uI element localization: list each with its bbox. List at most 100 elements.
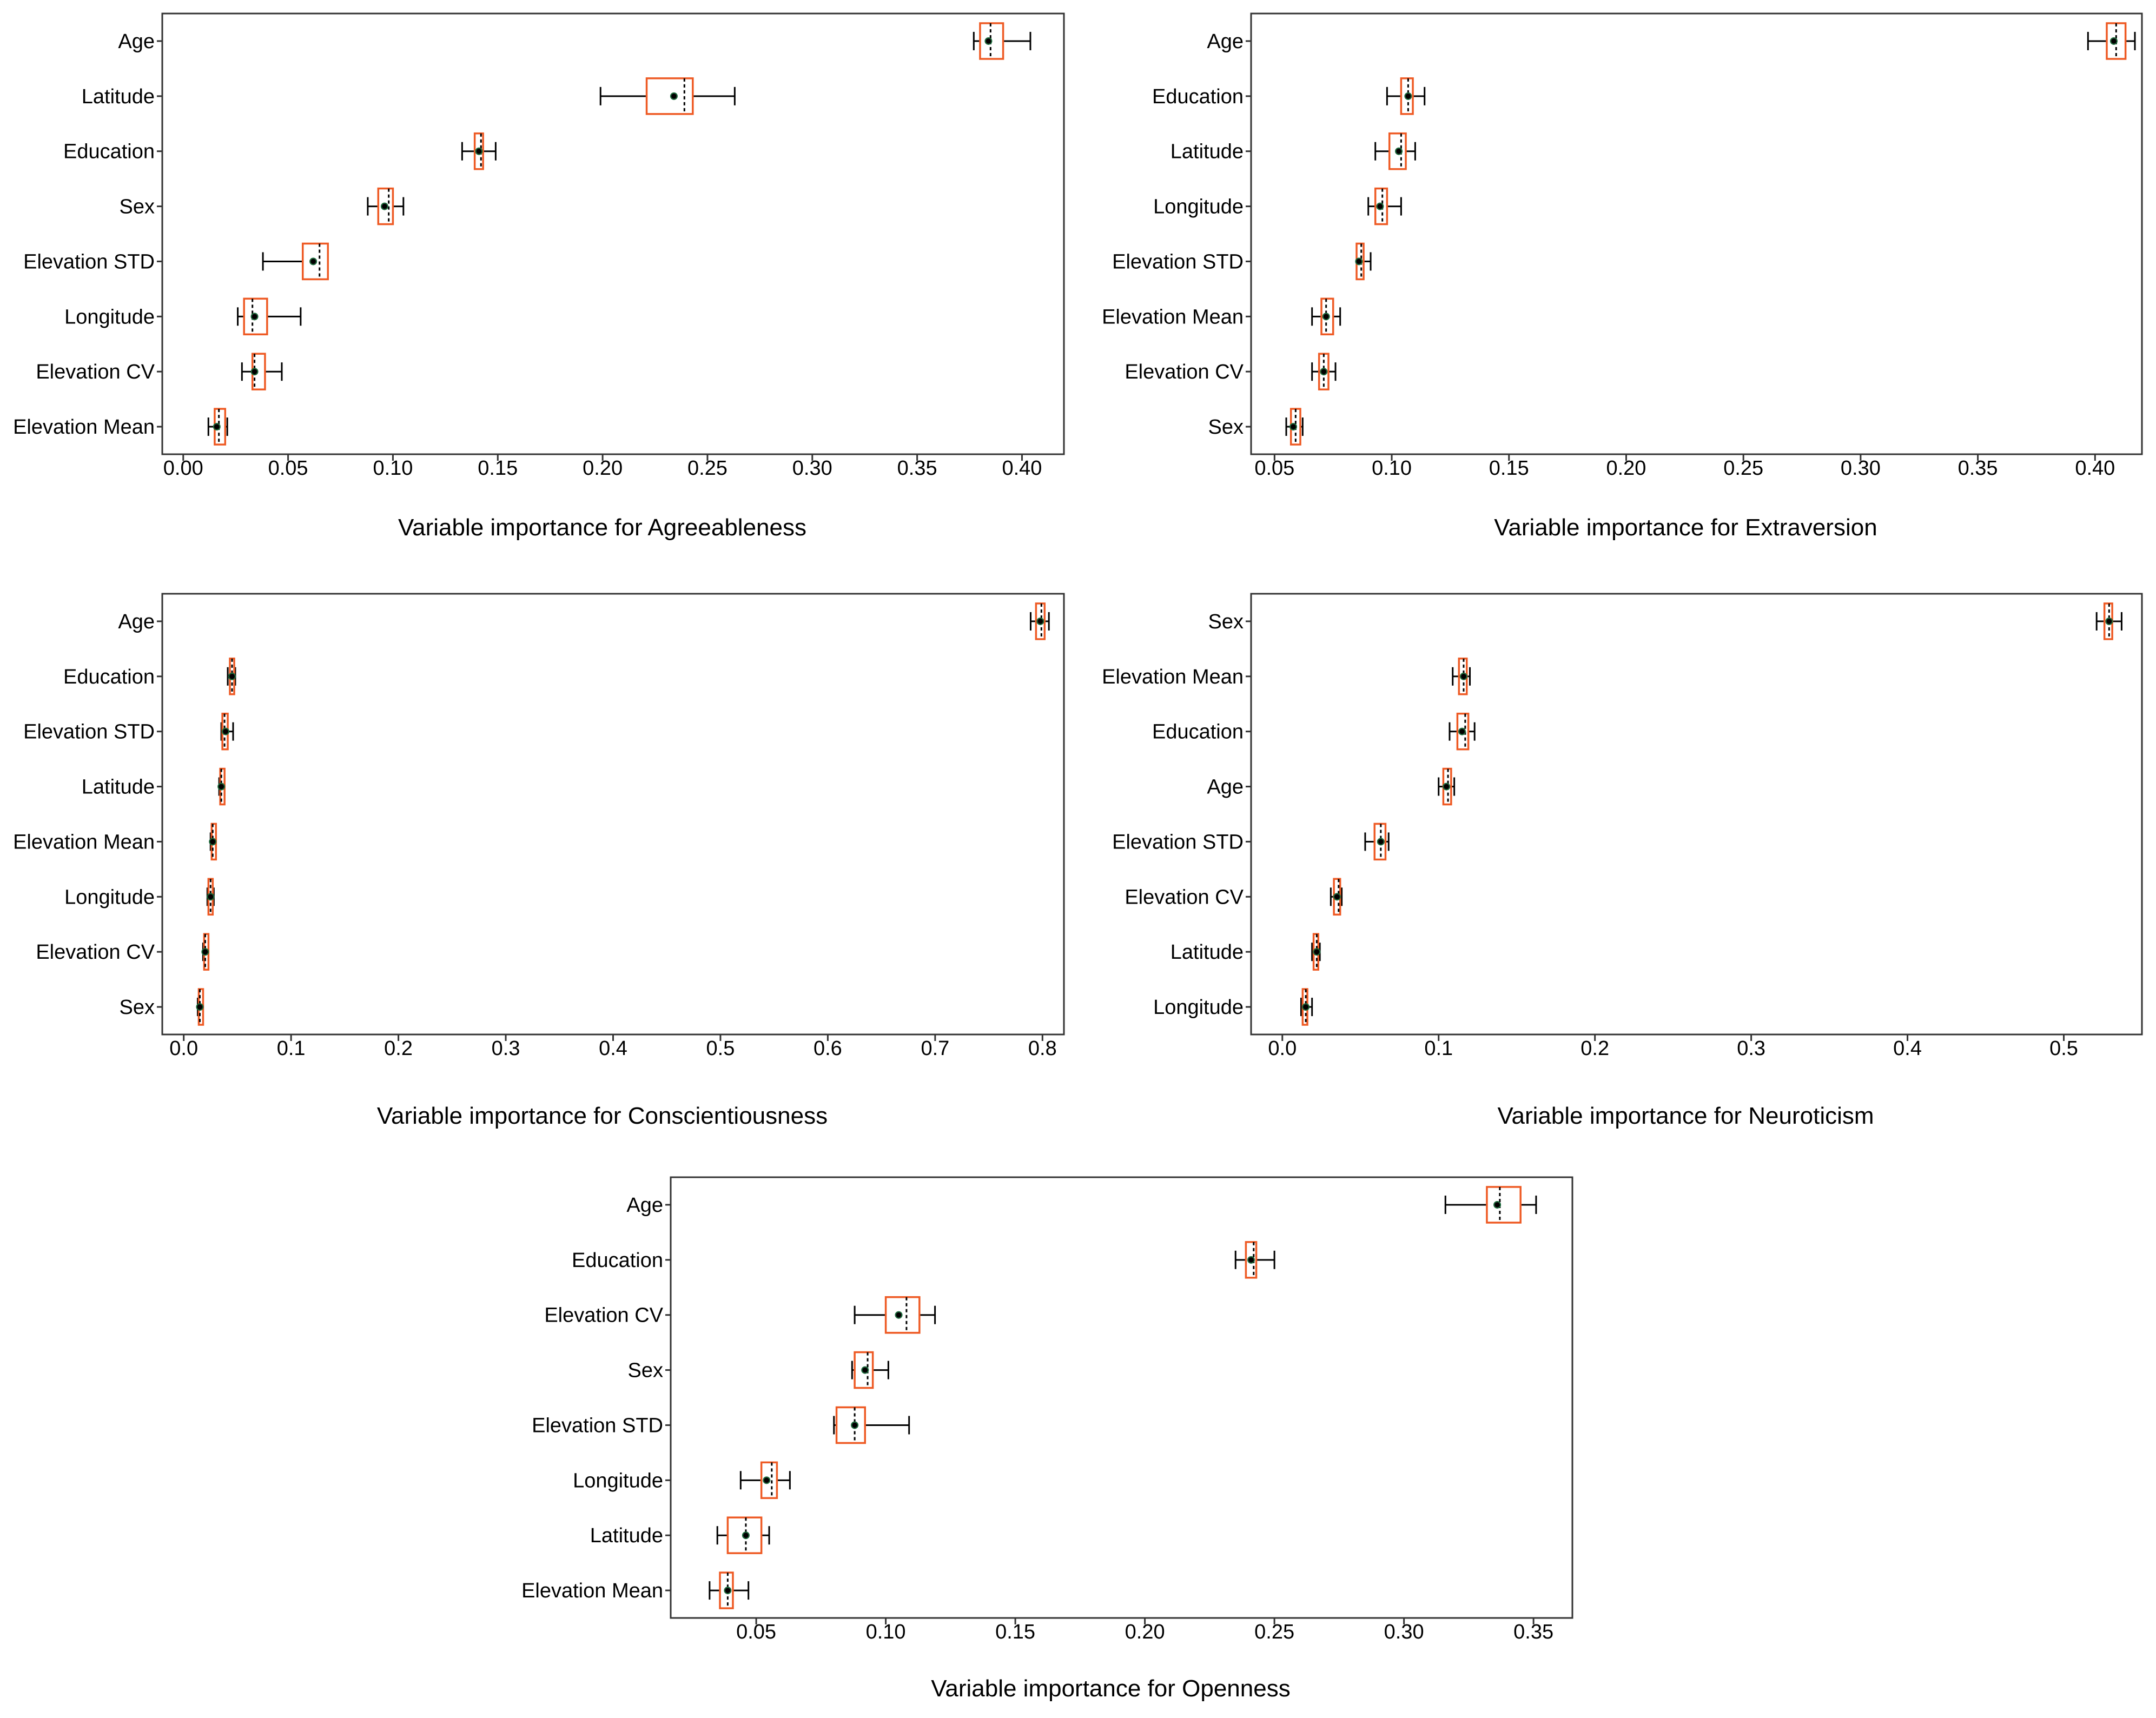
neuroticism-box-sex [2095,602,2122,640]
extraversion-category-label-elevation-cv: Elevation CV [1125,361,1244,383]
openness-x-tick-label: 0.20 [1125,1621,1165,1643]
mean-ring [309,257,318,266]
conscientiousness-x-tick-label: 0.5 [706,1037,735,1060]
conscientiousness-category-label-age: Age [118,611,155,633]
agreeableness-category-label-elevation-cv: Elevation CV [36,361,155,383]
openness-x-tick-label: 0.35 [1513,1621,1553,1643]
agreeableness-category-label-longitude: Longitude [64,306,155,328]
openness-box-sex [851,1351,889,1389]
mean-point [1405,93,1411,99]
mean-point [229,673,235,679]
conscientiousness-category-label-elevation-std: Elevation STD [23,721,155,744]
mean-point [252,369,257,375]
mean-ring [1333,893,1341,901]
mean-ring [1443,782,1451,791]
agreeableness-chart: 0.00 0.05 0.10 0.15 0.20 0.25 0.30 0.35 0.40 Vari… [13,12,1065,541]
agreeableness-box-sex [367,187,405,225]
extraversion-category-label-education: Education [1152,85,1244,108]
mean-ring [1320,368,1328,376]
extraversion-category-label-elevation-mean: Elevation Mean [1102,306,1244,328]
iqr-box [854,1351,874,1389]
mean-point [381,203,387,209]
mean-point [1460,673,1466,679]
agreeableness-x-tick-label: 0.35 [897,457,937,480]
mean-point [1323,314,1329,320]
mean-point [1037,618,1043,624]
mean-ring [475,147,483,155]
extraversion-x-tick-label: 0.10 [1372,457,1412,480]
extraversion-x-tick-label: 0.20 [1606,457,1646,480]
conscientiousness-chart: 0.0 0.1 0.2 0.3 0.4 0.5 0.6 0.7 0.8 Variable impo… [13,593,1065,1129]
openness-x-tick-label: 0.25 [1254,1621,1294,1643]
extraversion-x-tick-label: 0.05 [1254,457,1294,480]
extraversion-box-elevation-std [1355,242,1372,281]
mean-point [1321,369,1327,375]
openness-box-age [1444,1186,1537,1224]
extraversion-box-elevation-mean [1311,297,1341,336]
agreeableness-x-tick-label: 0.15 [478,457,518,480]
mean-point [310,258,316,264]
iqr-box [1486,1186,1522,1224]
mean-point [219,784,224,790]
conscientiousness-box-age [1029,602,1050,640]
agreeableness-x-tick-label: 0.10 [373,457,413,480]
extraversion-chart: 0.05 0.10 0.15 0.20 0.25 0.30 0.35 0.40 Variable… [1102,12,2143,541]
neuroticism-x-tick-label: 0.4 [1893,1037,1922,1060]
openness-chart: 0.05 0.10 0.15 0.20 0.25 0.30 0.35 Variable imp… [521,1176,1573,1702]
agreeableness-category-label-latitude: Latitude [82,85,155,108]
agreeableness-x-tick-label: 0.25 [687,457,728,480]
extraversion-box-latitude [1374,132,1416,170]
neuroticism-x-tick-label: 0.0 [1268,1037,1297,1060]
extraversion-category-label-latitude: Latitude [1170,141,1244,163]
mean-ring [1459,672,1467,680]
openness-category-label-longitude: Longitude [573,1469,663,1492]
conscientiousness-panel: 0.0 0.1 0.2 0.3 0.4 0.5 0.6 0.7 0.8 Variable impo… [0,581,1078,1155]
mean-ring [1289,423,1298,431]
mean-ring [207,893,215,901]
openness-panel: 0.05 0.10 0.15 0.20 0.25 0.30 0.35 Variable imp… [508,1163,1590,1718]
extraversion-box-elevation-cv [1311,353,1337,390]
mean-point [252,314,257,320]
mean-ring [209,838,217,846]
openness-box-elevation-std [833,1406,910,1444]
mean-point [1248,1257,1254,1263]
openness-box-latitude [716,1516,770,1554]
mean-ring [2109,37,2118,45]
mean-point [223,728,229,734]
mean-ring [222,727,230,735]
conscientiousness-box-longitude [206,878,215,916]
conscientiousness-box-elevation-std [220,712,234,751]
mean-point [896,1312,902,1318]
openness-x-axis-title: Variable importance for Openness [931,1675,1290,1702]
openness-x-tick-label: 0.15 [995,1621,1035,1643]
mean-point [210,839,216,845]
mean-point [725,1588,731,1594]
mean-ring [1247,1256,1255,1264]
neuroticism-category-label-sex: Sex [1208,611,1244,633]
conscientiousness-box-latitude [217,767,226,806]
openness-box-elevation-cv [854,1296,936,1334]
mean-ring [213,423,221,431]
mean-ring [201,948,209,956]
mean-ring [670,92,678,100]
extraversion-box-education [1386,77,1426,115]
neuroticism-x-tick-label: 0.3 [1737,1037,1765,1060]
agreeableness-category-label-sex: Sex [120,196,155,218]
extraversion-x-tick-label: 0.40 [2075,457,2115,480]
mean-point [1396,148,1402,154]
openness-x-tick-label: 0.05 [736,1621,776,1643]
mean-ring [1322,313,1330,321]
neuroticism-x-tick-label: 0.2 [1580,1037,1609,1060]
extraversion-x-tick-label: 0.35 [1958,457,1998,480]
agreeableness-box-elevation-std [262,242,329,281]
mean-point [764,1477,770,1483]
mean-ring [1395,147,1403,155]
mean-point [1303,1004,1309,1010]
mean-point [1356,258,1362,264]
mean-point [1314,949,1320,955]
agreeableness-x-tick-label: 0.05 [268,457,308,480]
mean-point [1378,839,1384,845]
mean-ring [895,1311,903,1319]
agreeableness-box-elevation-cv [241,353,283,390]
